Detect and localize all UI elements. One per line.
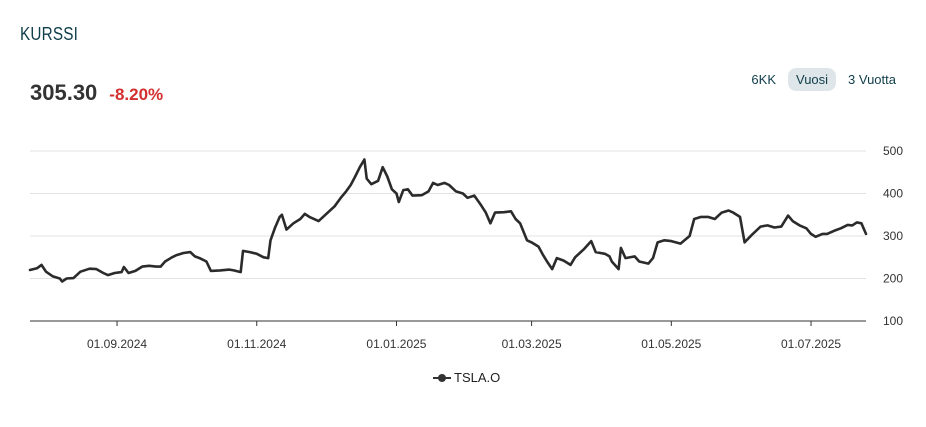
chart-legend[interactable]: TSLA.O: [433, 370, 500, 385]
y-tick-label: 300: [883, 229, 903, 243]
x-tick-label: 01.07.2025: [781, 337, 841, 351]
x-tick-label: 01.01.2025: [366, 337, 426, 351]
price-change: -8.20%: [109, 85, 164, 104]
series-line-tsla-o: [28, 158, 868, 283]
section-title: KURSSI: [20, 24, 78, 44]
y-tick-label: 100: [883, 314, 903, 328]
y-tick-label: 200: [883, 272, 903, 286]
x-tick-label: 01.11.2024: [227, 337, 286, 351]
legend-label: TSLA.O: [454, 370, 501, 385]
quote-summary: 305.30 -8.20%: [30, 80, 163, 106]
legend-line-icon: [433, 373, 451, 383]
y-tick-label: 500: [883, 144, 903, 158]
x-tick-label: 01.05.2025: [641, 337, 701, 351]
range-tab-3-vuotta[interactable]: 3 Vuotta: [848, 72, 896, 87]
x-tick-label: 01.03.2025: [502, 337, 562, 351]
current-price: 305.30: [30, 80, 98, 105]
range-tab-6kk[interactable]: 6KK: [751, 72, 776, 87]
y-tick-label: 400: [883, 187, 903, 201]
range-tab-vuosi[interactable]: Vuosi: [788, 68, 837, 91]
range-selector: 6KK Vuosi 3 Vuotta: [743, 68, 904, 91]
x-tick-label: 01.09.2024: [87, 337, 147, 351]
